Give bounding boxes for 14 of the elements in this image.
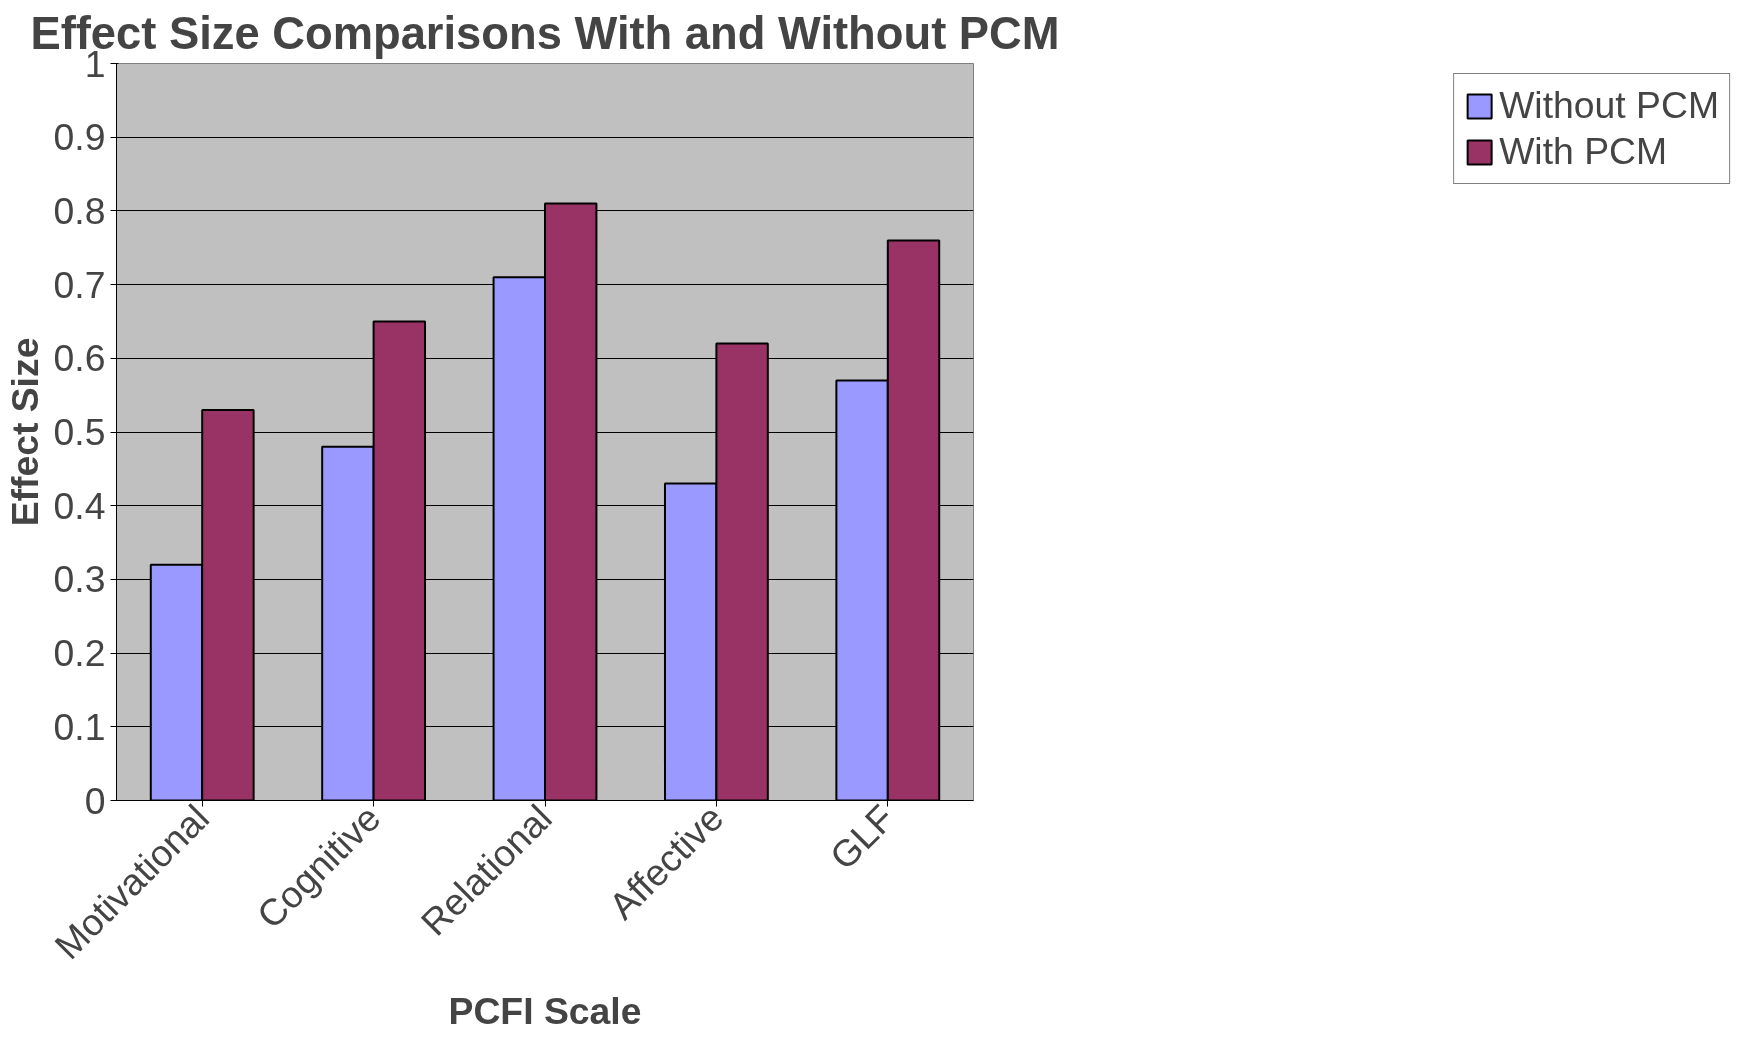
y-tick-label: 0.5 [53,411,106,453]
legend-label: With PCM [1499,130,1668,173]
y-tick-label: 0.3 [53,558,106,601]
y-tick-label: 0.2 [53,632,106,675]
y-tick-label: 0.1 [53,705,106,748]
x-axis-title: PCFI Scale [448,990,642,1033]
x-tick-label: GLF [821,796,903,878]
y-axis-title: Effect Size [3,337,46,527]
legend-label: Without PCM [1499,84,1719,127]
y-tick-label: 0.4 [53,484,106,527]
y-tick-label: 0.6 [53,337,106,380]
y-tick-label: 0.7 [53,263,106,306]
y-tick-label: 0.9 [53,116,106,159]
y-tick-label: 0.8 [53,189,106,232]
